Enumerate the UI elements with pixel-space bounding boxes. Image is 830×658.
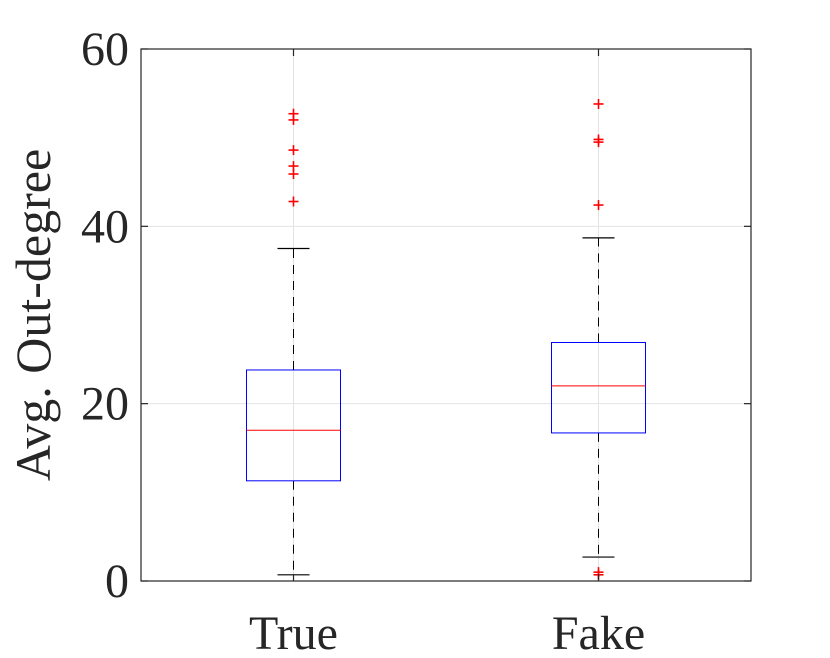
iqr-box xyxy=(551,341,646,434)
outlier-point xyxy=(288,161,299,172)
plot-frame xyxy=(140,48,752,582)
box-plot-series xyxy=(246,98,646,580)
outlier-point xyxy=(593,200,604,211)
x-tick-label-1: Fake xyxy=(552,607,645,658)
iqr-box xyxy=(246,369,341,482)
y-axis-label: Avg. Out-degree xyxy=(5,149,61,481)
y-tick-label-0: 0 xyxy=(105,555,129,608)
y-tick-label-40: 40 xyxy=(81,200,129,253)
grid-lines xyxy=(141,48,751,582)
y-tick-label-20: 20 xyxy=(81,378,129,431)
y-tick-label-60: 60 xyxy=(81,23,129,76)
outlier-point xyxy=(593,134,604,145)
outlier-point xyxy=(288,145,299,156)
x-tick-label-0: True xyxy=(249,607,338,658)
box-group-true xyxy=(246,108,341,576)
outlier-point xyxy=(288,108,299,119)
outlier-point xyxy=(593,98,604,109)
outlier-point xyxy=(288,196,299,207)
axis-ticks: 0 20 40 60 True Fake xyxy=(81,23,751,658)
